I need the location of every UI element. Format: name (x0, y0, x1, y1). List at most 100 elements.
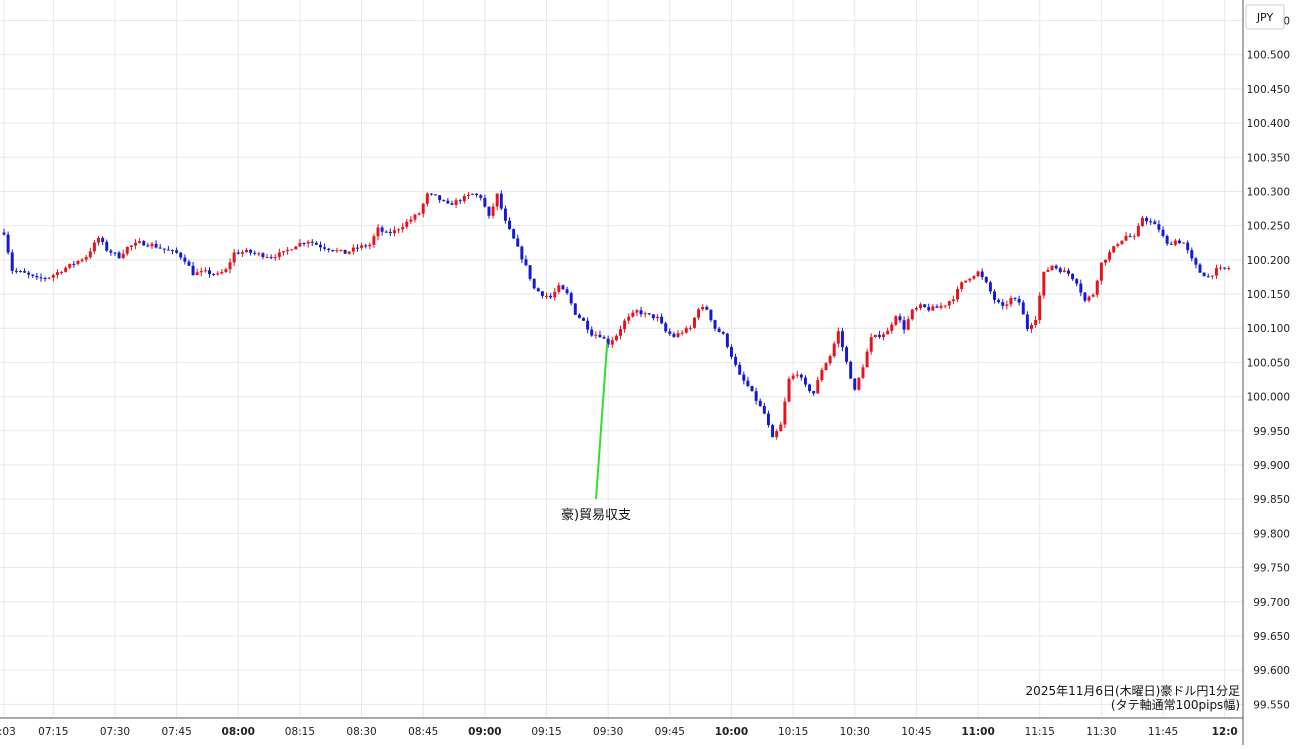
candle-body (906, 319, 910, 330)
candle-body (10, 252, 14, 271)
candle-body (668, 331, 672, 334)
candle-body (664, 323, 668, 332)
candle-body (117, 252, 121, 259)
candle-body (1173, 240, 1177, 245)
candle-body (282, 251, 285, 253)
candle-body (803, 377, 807, 385)
candle-body (2, 232, 6, 235)
y-tick-label: 99.600 (1253, 665, 1290, 677)
x-tick-label: 08:00 (222, 726, 255, 738)
candle-body (88, 251, 92, 258)
candle-body (853, 378, 857, 390)
candle-body (1190, 250, 1194, 259)
candle-body (738, 364, 742, 375)
candle-body (721, 332, 725, 334)
candle-body (1223, 267, 1227, 269)
y-tick-label: 99.900 (1253, 460, 1290, 472)
y-tick-label: 100.500 (1247, 50, 1290, 62)
candle-body (540, 291, 544, 296)
x-tick-label: 07:15 (38, 726, 68, 738)
candle-body (286, 249, 290, 252)
candle-body (306, 241, 310, 244)
candle-body (1099, 262, 1103, 281)
candle-body (639, 310, 643, 315)
candle-body (565, 289, 569, 294)
candle-body (919, 304, 923, 308)
candle-body (808, 384, 812, 392)
candle-body (1116, 244, 1120, 247)
candle-body (442, 200, 446, 202)
candle-body (766, 413, 770, 426)
candle-body (1206, 276, 1210, 278)
candle-body (450, 203, 454, 205)
candle-body (269, 256, 273, 258)
candle-body (240, 252, 244, 254)
candle-body (434, 194, 438, 196)
candle-body (536, 288, 540, 292)
candle-body (166, 249, 170, 251)
y-tick-label: 100.000 (1247, 392, 1290, 404)
candle-body (651, 314, 655, 319)
candle-body (627, 316, 631, 321)
candle-body (392, 230, 396, 234)
candle-body (964, 280, 968, 283)
candle-body (606, 338, 610, 345)
candle-body (249, 249, 253, 253)
candle-body (886, 330, 890, 335)
candle-body (902, 320, 906, 330)
candle-body (1030, 325, 1033, 330)
candle-body (1202, 272, 1206, 277)
candle-body (253, 252, 257, 254)
candle-body (298, 243, 302, 247)
candle-body (331, 250, 335, 252)
candle-body (129, 245, 133, 247)
candle-body (23, 271, 27, 273)
candle-body (524, 259, 528, 266)
candle-body (1067, 270, 1070, 274)
candle-body (499, 193, 503, 209)
candle-body (401, 226, 405, 230)
y-tick-label: 99.800 (1253, 528, 1290, 540)
candle-body (458, 200, 462, 202)
x-tick-label: 10:15 (778, 726, 808, 738)
candle-body (125, 246, 129, 254)
x-tick-label: 07:30 (100, 726, 130, 738)
candle-body (466, 194, 470, 196)
y-tick-label: 100.350 (1247, 152, 1290, 164)
candle-body (302, 243, 306, 245)
candle-body (273, 257, 277, 259)
candle-body (643, 313, 647, 315)
candle-body (943, 305, 947, 307)
candle-body (508, 220, 512, 230)
candle-body (425, 193, 429, 204)
candle-body (799, 374, 803, 378)
candle-body (586, 320, 590, 330)
annotation: 豪)貿易収支 (561, 343, 631, 523)
candle-body (60, 271, 64, 273)
candle-body (216, 273, 220, 275)
x-tick-label: 09:15 (531, 726, 561, 738)
candle-body (1219, 267, 1223, 269)
candle-body (1153, 221, 1157, 225)
candle-body (261, 253, 265, 258)
candle-body (882, 334, 886, 337)
candle-body (1054, 265, 1058, 269)
candle-body (162, 248, 166, 250)
candle-body (1046, 269, 1050, 272)
x-tick-label: 08:45 (408, 726, 438, 738)
x-tick-label: 09:45 (655, 726, 685, 738)
candle-body (105, 241, 109, 251)
candle-body (594, 334, 598, 336)
x-tick-label: 10:00 (715, 726, 748, 738)
x-tick-label: 12:0 (1212, 726, 1238, 738)
candle-body (1120, 240, 1124, 245)
candle-body (701, 306, 705, 310)
candle-body (134, 242, 137, 246)
candle-body (931, 306, 935, 311)
candle-body (479, 195, 483, 198)
candle-body (1079, 283, 1083, 293)
candle-body (1149, 221, 1153, 223)
candle-body (1145, 217, 1149, 222)
candle-body (569, 293, 573, 304)
